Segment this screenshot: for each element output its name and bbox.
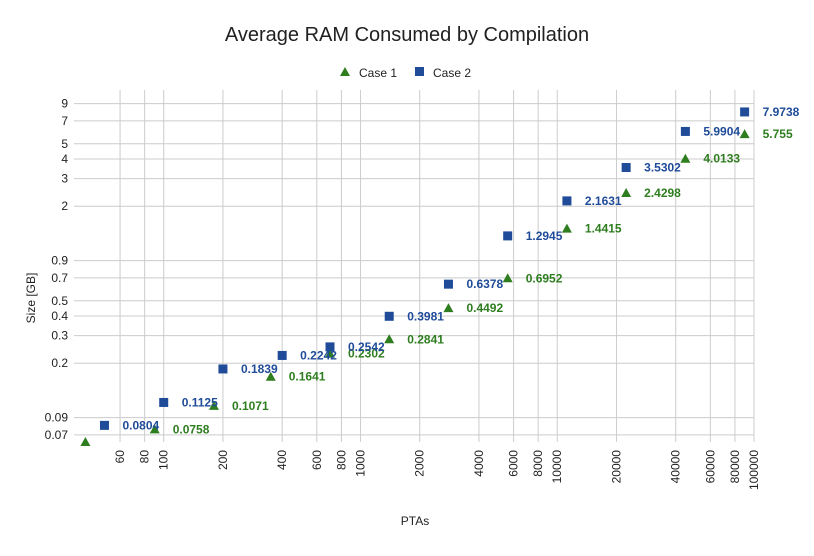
case-2-data-label: 0.6378 (466, 277, 503, 291)
y-tick-label: 9 (61, 97, 68, 111)
y-tick-label: 0.7 (51, 271, 68, 285)
x-tick-label: 100000 (747, 450, 761, 490)
case-1-point (561, 223, 572, 233)
x-tick-label: 8000 (531, 450, 545, 477)
x-tick-label: 4000 (472, 450, 486, 477)
chart-title: Average RAM Consumed by Compilation (225, 24, 589, 46)
legend-label-case-2: Case 2 (433, 66, 471, 80)
case-1-point (621, 187, 632, 197)
case-1-point (739, 129, 750, 139)
case-1-point (265, 371, 276, 381)
case-1-point (502, 273, 513, 283)
y-tick-label: 0.9 (51, 254, 68, 268)
x-tick-label: 1000 (353, 450, 367, 477)
case-2-data-label: 3.5302 (644, 160, 681, 174)
legend-marker-case-2 (415, 67, 424, 76)
x-tick-label: 20000 (609, 450, 623, 484)
case-1-point (680, 153, 691, 163)
data-labels: 0.0758 0.1071 0.1641 0.2302 0.2841 0.4492 0.69… (122, 105, 799, 436)
case-2-data-label: 7.9738 (763, 105, 800, 119)
x-tick-label: 100 (157, 450, 171, 470)
y-tick-label: 3 (61, 172, 68, 186)
case-2-point (325, 342, 335, 352)
data-points (80, 107, 750, 446)
y-tick-label: 0.5 (51, 294, 68, 308)
case-2-point (99, 420, 109, 430)
y-tick-label: 0.09 (45, 411, 69, 425)
x-tick-label: 60000 (703, 450, 717, 484)
x-tick-label: 400 (275, 450, 289, 470)
y-tick-label: 0.3 (51, 329, 68, 343)
case-1-point (384, 334, 395, 344)
case-2-data-label: 2.1631 (585, 194, 622, 208)
case-1-data-label: 2.4298 (644, 186, 681, 200)
x-tick-label: 60 (113, 450, 127, 464)
x-tick-label: 2000 (413, 450, 427, 477)
x-tick-label: 600 (310, 450, 324, 470)
legend: Case 1 Case 2 (340, 66, 471, 80)
case-2-point (621, 162, 631, 172)
case-2-data-label: 0.3981 (407, 309, 444, 323)
case-2-data-label: 0.2242 (300, 348, 337, 362)
y-axis-ticks: 0.07 0.09 0.2 0.3 0.40.5 0.7 0.9 2 3 45 7 9 (45, 97, 69, 442)
legend-marker-case-1 (340, 67, 350, 76)
y-axis-label: Size [GB] (24, 273, 38, 324)
y-tick-label: 4 (61, 152, 68, 166)
y-tick-label: 0.07 (45, 428, 69, 442)
case-1-data-label: 0.6952 (526, 271, 563, 285)
x-tick-label: 80 (138, 450, 152, 464)
case-1-point (149, 424, 160, 434)
x-tick-label: 80000 (728, 450, 742, 484)
case-1-point (443, 303, 454, 313)
case-1-point (80, 437, 91, 446)
x-tick-label: 40000 (669, 450, 683, 484)
case-2-point (680, 126, 690, 136)
case-1-data-label: 0.2302 (348, 347, 385, 361)
legend-label-case-1: Case 1 (359, 66, 397, 80)
case-2-point (740, 107, 750, 117)
y-tick-label: 0.2 (51, 356, 68, 370)
case-2-data-label: 0.1125 (182, 395, 218, 409)
case-1-data-label: 0.1641 (289, 370, 326, 384)
case-2-data-label: 5.9904 (703, 124, 740, 138)
y-tick-label: 5 (61, 137, 68, 151)
case-1-data-label: 0.2841 (407, 332, 444, 346)
x-axis-label: PTAs (401, 514, 429, 528)
case-2-point (562, 196, 572, 206)
case-2-data-label: 0.1839 (241, 362, 278, 376)
case-1-data-label: 0.4492 (466, 301, 503, 315)
case-2-point (443, 279, 453, 289)
case-2-point (384, 311, 394, 321)
x-tick-label: 10000 (550, 450, 564, 484)
case-1-point (208, 400, 219, 410)
case-2-point (277, 350, 287, 360)
case-1-data-label: 0.0758 (173, 422, 210, 436)
grid (74, 90, 755, 442)
x-tick-label: 6000 (507, 450, 521, 477)
y-tick-label: 0.4 (51, 309, 68, 323)
x-axis-ticks: 60 80 100 200 400 600 800 1000 2000 4000 6000 8000 1… (113, 450, 761, 490)
case-1-data-label: 5.755 (763, 127, 793, 141)
case-1-data-label: 4.0133 (703, 152, 740, 166)
y-tick-label: 7 (61, 114, 68, 128)
x-tick-label: 200 (216, 450, 230, 470)
y-tick-label: 2 (61, 199, 68, 213)
case-2-data-label: 1.2945 (526, 229, 563, 243)
case-2-point (159, 397, 169, 407)
case-2-data-label: 0.2542 (348, 340, 385, 354)
case-2-point (503, 231, 513, 241)
case-1-data-label: 0.1071 (232, 399, 269, 413)
case-2-point (218, 364, 228, 374)
case-2-data-label: 0.0804 (122, 418, 159, 432)
x-tick-label: 800 (334, 450, 348, 470)
case-1-point (324, 348, 335, 358)
case-1-data-label: 1.4415 (585, 222, 622, 236)
